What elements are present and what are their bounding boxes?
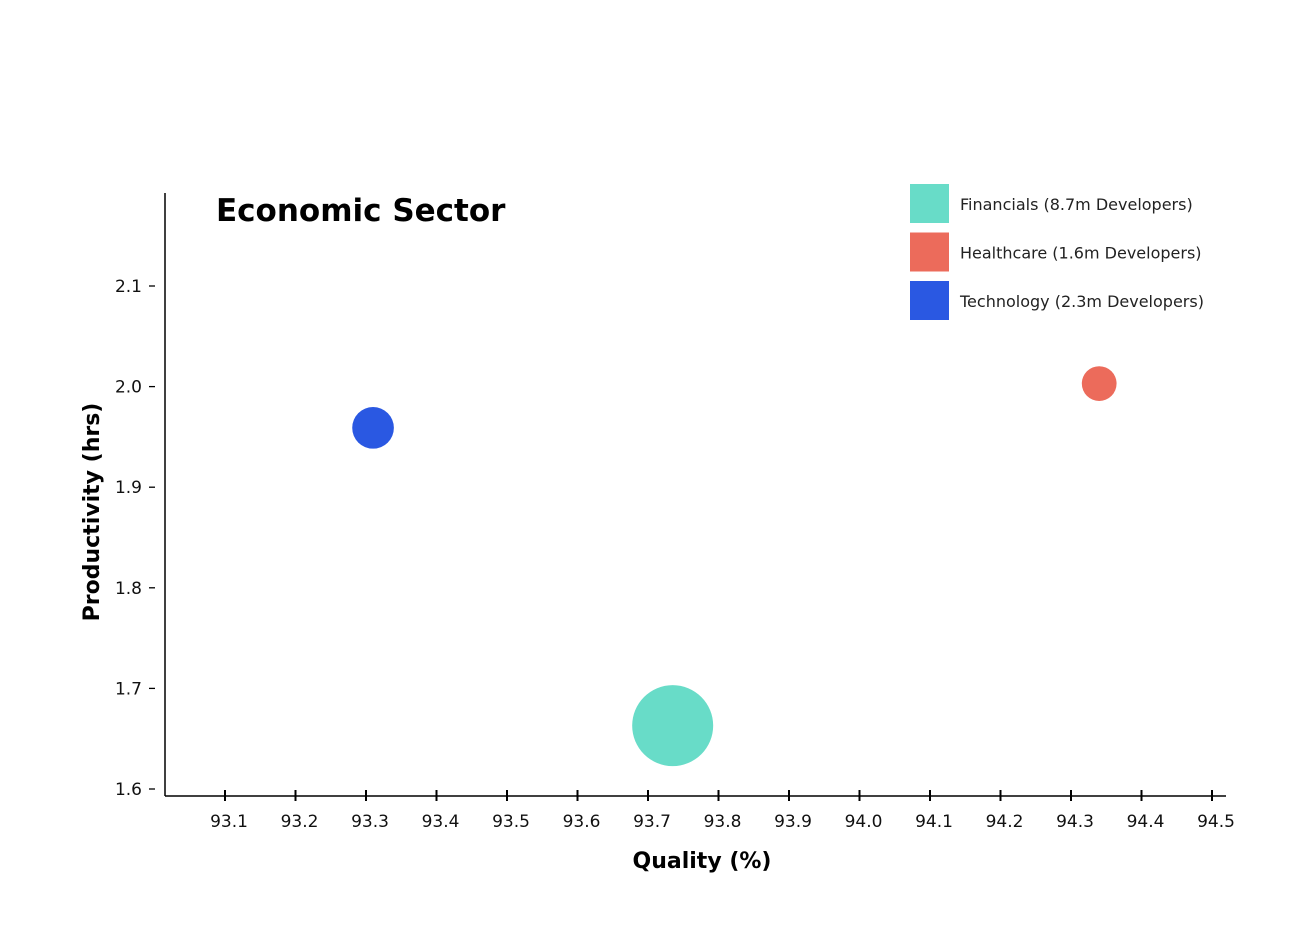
x-axis-ticks: 93.1 93.2 93.3 93.4 93.5 93.6 93.7 93.8 93.9 94.0…: [210, 790, 1235, 832]
y-axis-ticks: 1.6 1.7 1.8 1.9 2.0 2.1: [115, 277, 155, 800]
x-tick-label: 93.3: [351, 812, 389, 832]
x-tick-label: 94.3: [1056, 812, 1094, 832]
y-tick-label: 1.7: [115, 679, 142, 699]
x-axis-title: Quality (%): [633, 849, 772, 874]
bubble-healthcare: [1081, 366, 1117, 401]
x-tick-label: 94.1: [915, 812, 953, 832]
x-tick-label: 93.7: [633, 812, 671, 832]
legend: Financials (8.7m Developers) Healthcare (…: [910, 184, 1204, 320]
legend-label-healthcare: Healthcare (1.6m Developers): [960, 244, 1202, 263]
x-tick-label: 94.2: [986, 812, 1024, 832]
y-tick-label: 1.9: [115, 478, 142, 498]
x-tick-label: 94.5: [1197, 812, 1235, 832]
x-tick-label: 93.6: [563, 812, 601, 832]
x-tick-label: 93.5: [492, 812, 530, 832]
y-tick-label: 2.0: [115, 378, 142, 398]
x-tick-label: 93.4: [422, 812, 460, 832]
legend-swatch-healthcare: [910, 232, 949, 272]
x-tick-label: 93.9: [774, 812, 812, 832]
y-axis-title: Productivity (hrs): [80, 403, 105, 622]
y-tick-label: 2.1: [115, 277, 142, 297]
x-tick-label: 93.8: [704, 812, 742, 832]
x-tick-label: 94.4: [1127, 812, 1165, 832]
legend-label-financials: Financials (8.7m Developers): [960, 195, 1193, 214]
y-tick-label: 1.6: [115, 780, 142, 800]
y-tick-label: 1.8: [115, 579, 142, 599]
bubble-technology: [352, 407, 394, 449]
legend-swatch-financials: [910, 184, 949, 223]
chart-title: Economic Sector: [216, 193, 506, 229]
x-tick-label: 93.2: [281, 812, 319, 832]
legend-label-technology: Technology (2.3m Developers): [959, 292, 1204, 311]
bubbles: [352, 366, 1117, 767]
bubble-financials: [632, 685, 714, 767]
legend-swatch-technology: [910, 281, 949, 320]
x-tick-label: 93.1: [210, 812, 248, 832]
x-tick-label: 94.0: [845, 812, 883, 832]
